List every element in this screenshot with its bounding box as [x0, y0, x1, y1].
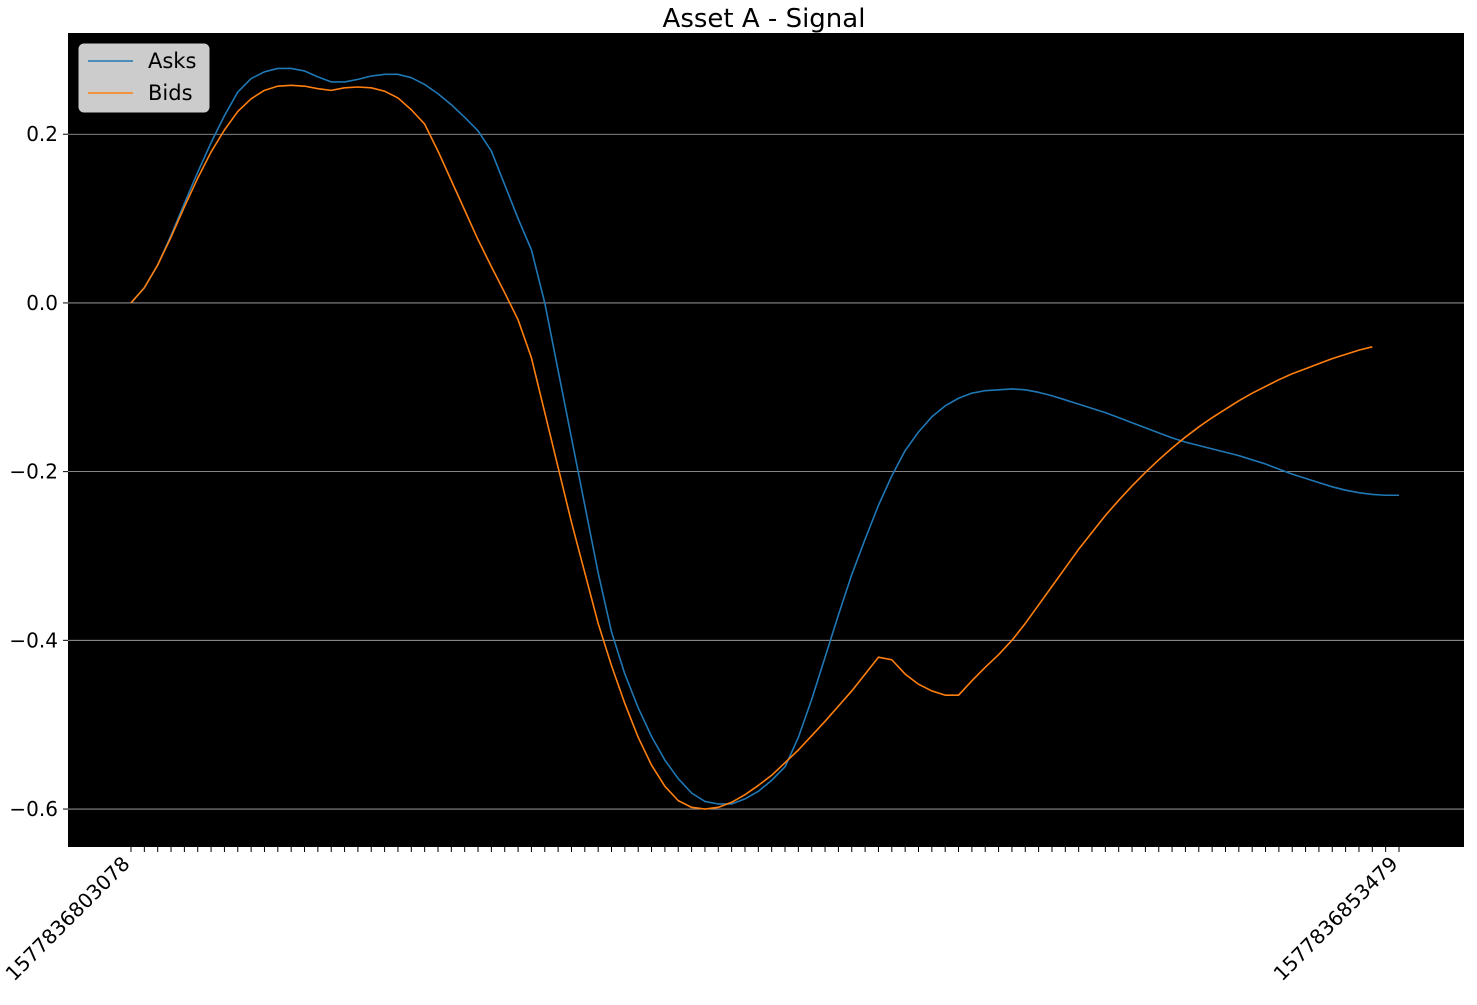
series-lines — [130, 67, 1399, 810]
x-axis: 1577836803078 1577836853479 — [1, 847, 1403, 986]
y-tick-label: 0.2 — [26, 122, 58, 146]
y-tick-label: −0.4 — [9, 628, 58, 652]
y-tick-label: 0.0 — [26, 291, 58, 315]
legend-label-asks: Asks — [148, 49, 196, 73]
y-axis: −0.6 −0.4 −0.2 0.0 0.2 — [9, 122, 68, 821]
x-tick-label: 1577836803078 — [1, 852, 135, 986]
chart-title: Asset A - Signal — [663, 4, 866, 34]
grid-lines — [68, 133, 1464, 810]
plot-area — [68, 33, 1464, 847]
y-tick-label: −0.2 — [9, 460, 58, 484]
y-tick-label: −0.6 — [9, 797, 58, 821]
series-line-asks — [130, 67, 1399, 805]
legend-label-bids: Bids — [148, 81, 193, 105]
series-line-bids — [130, 84, 1373, 810]
x-tick-label: 1577836853479 — [1269, 852, 1403, 986]
legend: Asks Bids — [78, 43, 210, 113]
